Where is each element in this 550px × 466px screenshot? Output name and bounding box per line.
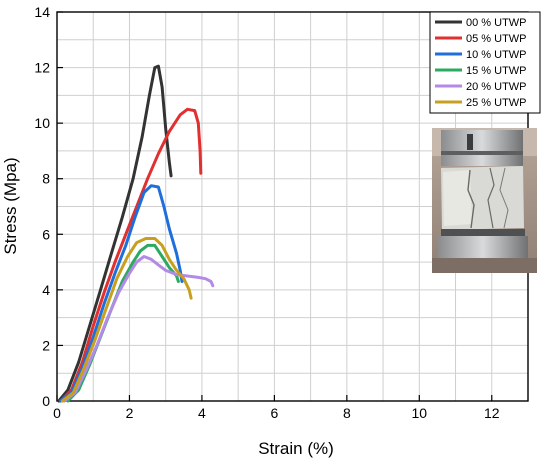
y-tick-label: 4	[42, 282, 50, 298]
y-tick-labels: 0 2 4 6 8 10 12 14	[34, 4, 50, 409]
x-tick-label: 8	[343, 405, 351, 421]
legend-label: 25 % UTWP	[466, 97, 527, 109]
x-tick-label: 6	[270, 405, 278, 421]
x-tick-label: 4	[198, 405, 206, 421]
legend-label: 15 % UTWP	[466, 65, 527, 77]
y-tick-label: 6	[42, 226, 50, 242]
y-tick-label: 8	[42, 171, 50, 187]
legend-label: 05 % UTWP	[466, 33, 527, 45]
x-tick-label: 12	[484, 405, 500, 421]
y-axis-label: Stress (Mpa)	[1, 157, 20, 254]
y-tick-label: 14	[34, 4, 50, 20]
series-line	[62, 255, 215, 403]
legend-label: 20 % UTWP	[466, 81, 527, 93]
x-axis-label: Strain (%)	[258, 439, 334, 458]
y-tick-label: 2	[42, 337, 50, 353]
y-tick-label: 12	[34, 60, 50, 76]
x-tick-labels: 0 2 4 6 8 10 12	[53, 405, 500, 421]
series-line	[57, 64, 173, 403]
legend: 00 % UTWP 05 % UTWP 10 % UTWP 15 % UTWP 20 %…	[429, 11, 541, 114]
x-tick-label: 10	[412, 405, 428, 421]
specimen-photo-inset	[432, 128, 537, 273]
x-tick-label: 2	[126, 405, 134, 421]
legend-label: 00 % UTWP	[466, 17, 527, 29]
series-line	[59, 107, 203, 403]
y-tick-label: 0	[42, 393, 50, 409]
series-lines	[57, 64, 215, 403]
series-line	[60, 237, 193, 403]
x-tick-label: 0	[53, 405, 61, 421]
series-line	[59, 184, 184, 403]
y-tick-label: 10	[34, 115, 50, 131]
legend-label: 10 % UTWP	[466, 49, 527, 61]
